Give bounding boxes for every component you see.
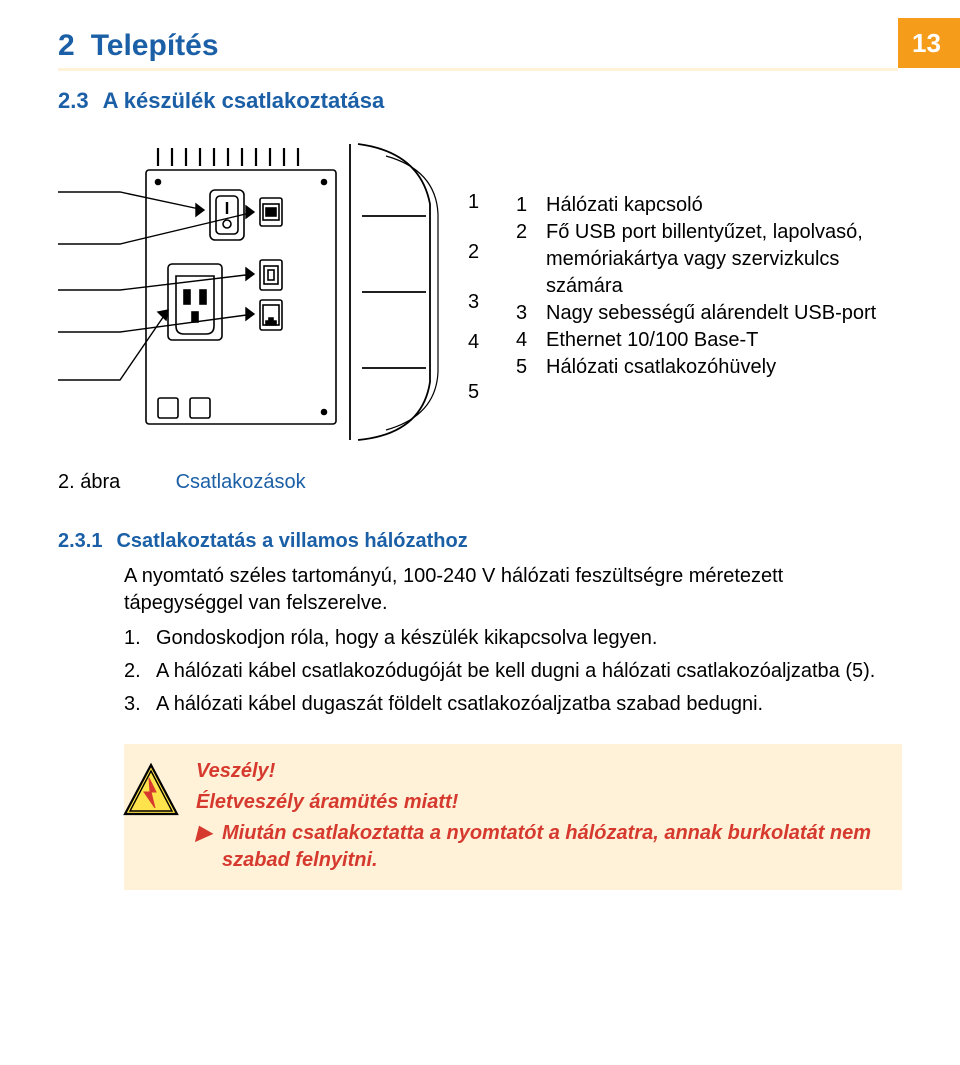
arrow-icon: ▶: [196, 820, 214, 874]
diagram-svg: [58, 142, 450, 442]
step-text: A hálózati kábel dugaszát földelt csatla…: [156, 691, 763, 718]
step-text: A hálózati kábel csatlakozódugóját be ke…: [156, 658, 875, 685]
callout-number: 3: [468, 292, 498, 312]
header-stripe: [0, 68, 898, 71]
legend-text: Fő USB port billentyűzet, lapolvasó, mem…: [546, 219, 902, 300]
intro-paragraph: A nyomtató széles tartományú, 100-240 V …: [124, 563, 902, 617]
warning-head: Veszély!: [196, 758, 884, 785]
figure-title: Csatlakozások: [176, 471, 306, 493]
warning-sub: Életveszély áramütés miatt!: [196, 789, 884, 816]
connector-diagram-block: 12345 1Hálózati kapcsoló2Fő USB port bil…: [58, 142, 902, 447]
legend-number: 4: [516, 327, 536, 354]
chapter-title-text: Telepítés: [91, 29, 219, 63]
warning-body: ▶ Miután csatlakoztatta a nyomtatót a há…: [196, 820, 884, 874]
legend-number: 5: [516, 354, 536, 381]
legend-number: 1: [516, 192, 536, 219]
subsection-heading: 2.3.1 Csatlakoztatás a villamos hálózath…: [58, 530, 902, 553]
figure-label: 2. ábra: [58, 471, 170, 494]
legend-number: 3: [516, 300, 536, 327]
warning-body-text: Miután csatlakoztatta a nyomtatót a háló…: [222, 820, 884, 874]
legend-row: 3 Nagy sebességű alárendelt USB-port: [516, 300, 902, 327]
legend-text: Nagy sebességű alárendelt USB-port: [546, 300, 876, 327]
body-text: A nyomtató széles tartományú, 100-240 V …: [124, 563, 902, 718]
step-number: 1.: [124, 625, 148, 652]
page-header: 2 Telepítés: [58, 22, 902, 70]
ordered-steps: 1. Gondoskodjon róla, hogy a készülék kik…: [124, 625, 902, 718]
subsection-title: Csatlakoztatás a villamos hálózathoz: [116, 530, 467, 553]
chapter-title: 2 Telepítés: [58, 29, 219, 63]
section-heading: 2.3 A készülék csatlakoztatása: [58, 88, 902, 114]
legend-text: Hálózati csatlakozóhüvely: [546, 354, 776, 381]
callout-number: 5: [468, 382, 498, 402]
legend-row: 1 Hálózati kapcsoló: [516, 192, 902, 219]
step-row: 1. Gondoskodjon róla, hogy a készülék kik…: [124, 625, 902, 652]
step-row: 2. A hálózati kábel csatlakozódugóját be …: [124, 658, 902, 685]
page-number-badge: 13: [898, 18, 960, 68]
step-text: Gondoskodjon róla, hogy a készülék kikap…: [156, 625, 657, 652]
callout-number: 4: [468, 332, 498, 352]
step-number: 3.: [124, 691, 148, 718]
warning-box: Veszély! Életveszély áramütés miatt! ▶ M…: [124, 744, 902, 890]
diagram-legend: 1Hálózati kapcsoló2Fő USB port billentyű…: [516, 142, 902, 381]
legend-number: 2: [516, 219, 536, 300]
section-title: A készülék csatlakoztatása: [103, 88, 385, 114]
connector-diagram: [58, 142, 450, 447]
legend-row: 5 Hálózati csatlakozóhüvely: [516, 354, 902, 381]
danger-icon: [122, 762, 180, 828]
legend-row: 2Fő USB port billentyűzet, lapolvasó, me…: [516, 219, 902, 300]
subsection-number: 2.3.1: [58, 530, 102, 553]
chapter-number: 2: [58, 29, 75, 63]
step-row: 3. A hálózati kábel dugaszát földelt csat…: [124, 691, 902, 718]
diagram-callout-numbers: 1 2 3 4 5: [468, 142, 498, 402]
legend-text: Ethernet 10/100 Base-T: [546, 327, 758, 354]
legend-row: 4 Ethernet 10/100 Base-T: [516, 327, 902, 354]
step-number: 2.: [124, 658, 148, 685]
figure-caption: 2. ábra Csatlakozások: [58, 471, 902, 494]
legend-text: Hálózati kapcsoló: [546, 192, 703, 219]
callout-number: 2: [468, 242, 498, 262]
callout-number: 1: [468, 192, 498, 212]
section-number: 2.3: [58, 88, 89, 114]
